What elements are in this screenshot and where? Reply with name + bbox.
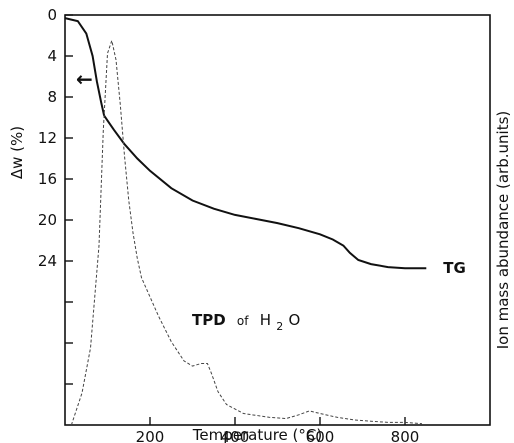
labels-layer: Temperature (°C) Δw (%) Ion mass abundan… <box>8 67 512 443</box>
axes: 200 400 600 800 0 4 8 12 16 20 24 <box>38 6 491 443</box>
y-tick-label: 24 <box>38 252 57 270</box>
x-tick-label: 200 <box>136 428 165 443</box>
series-layer <box>64 17 427 426</box>
tg-curve-label: TG <box>443 259 466 277</box>
y-axis-title: Δw (%) <box>8 126 26 179</box>
y-tick-label: 16 <box>38 170 57 188</box>
tpd-h2o-curve <box>70 38 423 426</box>
x-tick-label: 800 <box>391 428 420 443</box>
x-tick-label: 600 <box>306 428 335 443</box>
x-axis-title: Temperature (°C) <box>192 426 322 443</box>
tpd-label-sub: 2 <box>276 320 283 333</box>
y2-axis-title: Ion mass abundance (arb.units) <box>494 111 512 350</box>
y-tick-label: 12 <box>38 129 57 147</box>
plot-frame <box>64 14 491 426</box>
tpd-label-o: O <box>288 311 300 329</box>
tpd-curve-label: TPD of H 2 O <box>192 311 300 334</box>
tpd-label-main: TPD <box>192 311 226 329</box>
y-tick-label: 8 <box>47 88 57 106</box>
y-tick-label: 0 <box>47 6 57 24</box>
left-arrow-icon: ← <box>76 67 93 91</box>
tpd-label-of: of <box>237 314 249 328</box>
y-tick-label: 4 <box>47 47 57 65</box>
x-tick-label: 400 <box>221 428 250 443</box>
tpd-label-h: H <box>260 311 271 329</box>
y-tick-label: 20 <box>38 211 57 229</box>
tg-curve <box>64 17 427 270</box>
